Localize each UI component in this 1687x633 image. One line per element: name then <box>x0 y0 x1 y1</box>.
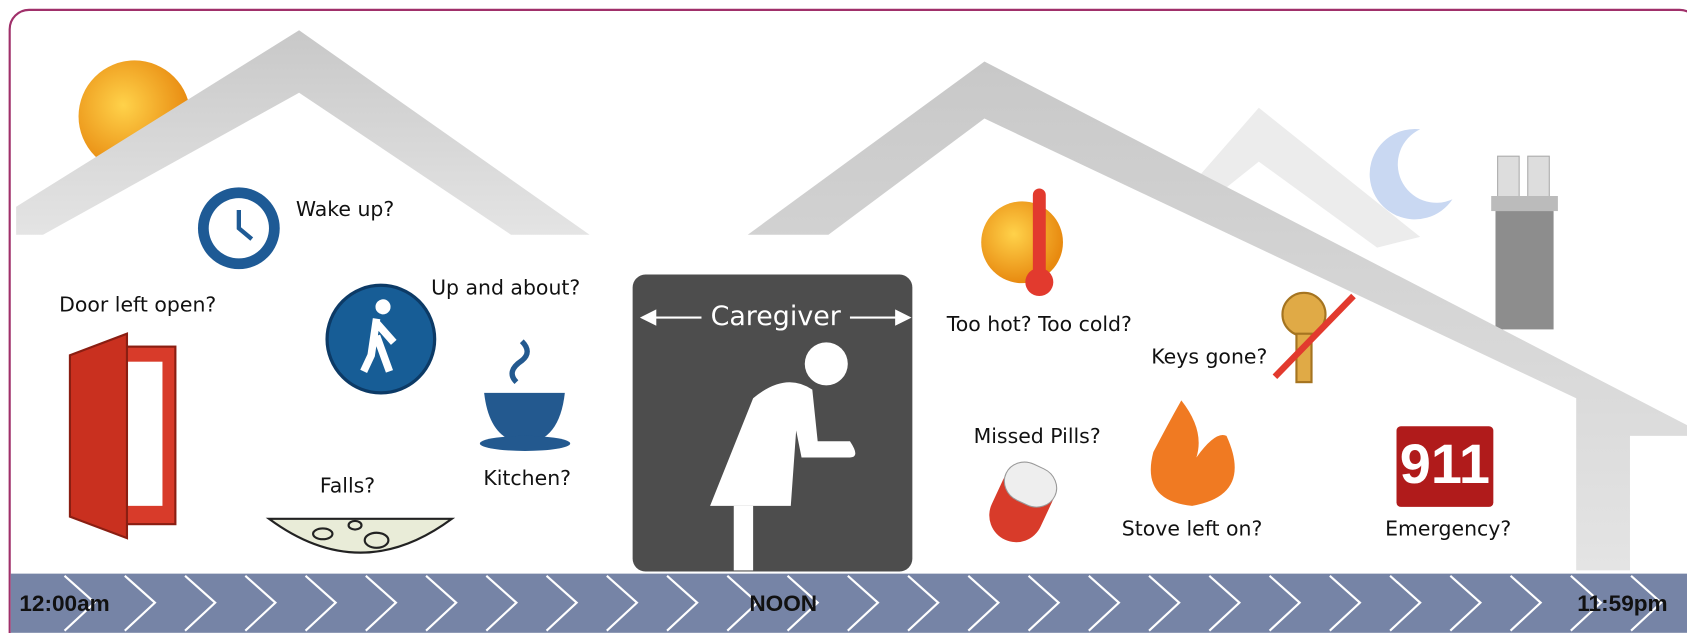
concern-label: Door left open? <box>59 293 216 317</box>
timeline-end: 11:59pm <box>1577 591 1667 616</box>
concern-label: Missed Pills? <box>974 424 1101 448</box>
walk-icon <box>327 285 435 393</box>
concern-label: Stove left on? <box>1122 517 1263 541</box>
concern-label: Falls? <box>320 473 375 497</box>
center-label: Caregiver <box>711 301 842 332</box>
concern-label: Keys gone? <box>1151 344 1267 368</box>
timeline-start: 12:00am <box>19 591 109 616</box>
infographic: Caregiver <box>0 0 1687 633</box>
page: Caregiver <box>0 0 1687 633</box>
emergency-number: 911 <box>1400 432 1490 495</box>
concern-label: Too hot? Too cold? <box>946 312 1132 336</box>
concern-label: Wake up? <box>296 197 394 221</box>
concern-label: Emergency? <box>1385 517 1511 541</box>
timeline-bar <box>11 574 1687 633</box>
concern-label: Up and about? <box>431 276 580 300</box>
clock <box>198 187 280 269</box>
timeline-middle: NOON <box>749 591 817 616</box>
concern-label: Kitchen? <box>483 466 571 490</box>
door <box>70 334 175 538</box>
